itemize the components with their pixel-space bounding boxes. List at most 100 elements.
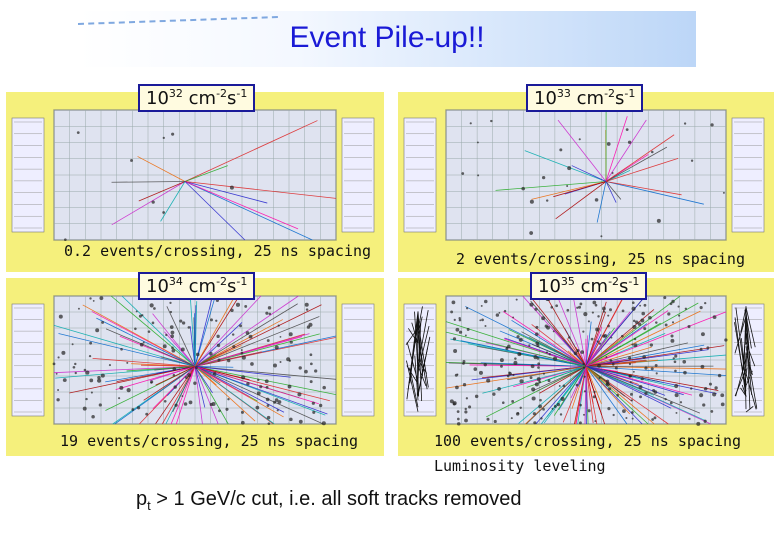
event-hit bbox=[480, 304, 483, 307]
event-hit bbox=[240, 351, 244, 355]
panel-caption-3: 19 events/crossing, 25 ns spacing bbox=[60, 432, 359, 450]
event-hit bbox=[605, 379, 610, 383]
detector-display-1 bbox=[11, 109, 375, 242]
event-track bbox=[194, 366, 285, 413]
event-hit bbox=[700, 332, 705, 337]
event-hit bbox=[672, 357, 675, 360]
lumi-unit-exponent: -2 bbox=[216, 275, 228, 288]
event-hit bbox=[576, 350, 579, 353]
event-hit bbox=[621, 309, 625, 313]
event-hit bbox=[579, 421, 582, 425]
event-hit bbox=[74, 362, 77, 366]
event-hit bbox=[671, 299, 675, 304]
event-hit bbox=[583, 312, 588, 317]
event-hit bbox=[518, 337, 523, 342]
event-hit bbox=[318, 403, 323, 408]
event-track bbox=[532, 366, 587, 392]
event-hit bbox=[216, 334, 220, 339]
event-hit bbox=[235, 302, 241, 307]
event-hit bbox=[153, 307, 156, 310]
event-track bbox=[585, 366, 727, 370]
event-track bbox=[194, 366, 291, 378]
event-hit bbox=[98, 403, 102, 407]
event-hit bbox=[608, 387, 612, 391]
event-track bbox=[546, 297, 587, 367]
event-hit bbox=[545, 351, 549, 354]
event-hit bbox=[298, 419, 303, 424]
event-hit bbox=[456, 373, 459, 376]
event-hit bbox=[675, 411, 678, 414]
event-track bbox=[585, 366, 727, 376]
event-hit bbox=[605, 356, 608, 359]
event-hit bbox=[89, 378, 94, 383]
event-hit bbox=[699, 393, 704, 398]
event-hit bbox=[553, 356, 558, 361]
event-hit bbox=[648, 316, 652, 320]
event-hit bbox=[702, 403, 706, 407]
event-track bbox=[555, 181, 607, 220]
event-hit bbox=[85, 397, 88, 401]
event-hit bbox=[551, 407, 554, 410]
event-hit bbox=[266, 415, 271, 420]
event-hit bbox=[669, 401, 673, 405]
event-hit bbox=[462, 360, 466, 363]
event-hit bbox=[61, 350, 66, 355]
event-track bbox=[553, 366, 587, 416]
event-track bbox=[605, 181, 622, 200]
event-hit bbox=[548, 353, 551, 356]
event-track bbox=[111, 181, 186, 183]
detector-endcap bbox=[11, 303, 45, 417]
event-hit bbox=[597, 363, 601, 368]
event-hit bbox=[674, 393, 679, 398]
event-hit bbox=[516, 335, 520, 339]
lumi-unit-s: s bbox=[615, 88, 625, 109]
event-hit bbox=[180, 347, 185, 352]
event-track bbox=[194, 366, 219, 425]
event-hit bbox=[667, 312, 671, 316]
event-track bbox=[585, 366, 628, 425]
endcap-deposit bbox=[411, 322, 419, 344]
event-hit bbox=[226, 358, 231, 363]
event-track bbox=[605, 134, 675, 182]
event-track bbox=[194, 366, 206, 408]
event-hit bbox=[587, 409, 591, 413]
event-track bbox=[605, 116, 628, 182]
event-track bbox=[585, 295, 681, 367]
event-hit bbox=[655, 321, 658, 324]
event-track bbox=[194, 366, 213, 394]
event-hit bbox=[717, 373, 722, 378]
panel-caption-4: 100 events/crossing, 25 ns spacing bbox=[434, 432, 742, 450]
event-hit bbox=[573, 351, 578, 356]
event-hit bbox=[130, 159, 133, 162]
event-hit bbox=[606, 142, 611, 146]
event-track bbox=[194, 295, 262, 367]
event-hit bbox=[170, 334, 174, 339]
event-hit bbox=[653, 416, 657, 420]
event-hit bbox=[52, 362, 56, 366]
event-hit bbox=[530, 364, 535, 369]
event-hit bbox=[209, 318, 213, 322]
event-hit bbox=[250, 362, 254, 366]
event-hit bbox=[594, 198, 599, 202]
event-hit bbox=[218, 409, 221, 413]
event-track bbox=[531, 344, 587, 367]
footer-note: pt > 1 GeV/c cut, i.e. all soft tracks r… bbox=[136, 488, 521, 513]
event-hit bbox=[279, 360, 282, 363]
event-hit bbox=[519, 406, 522, 409]
event-hit bbox=[108, 364, 111, 367]
event-hit bbox=[118, 397, 121, 400]
event-hit bbox=[187, 373, 192, 378]
event-hit bbox=[607, 407, 611, 411]
event-hit bbox=[89, 297, 92, 300]
event-hit bbox=[533, 421, 537, 425]
event-hit bbox=[515, 298, 518, 301]
event-track bbox=[69, 366, 196, 394]
endcap-deposit bbox=[735, 307, 747, 383]
event-hit bbox=[607, 314, 610, 317]
event-hit bbox=[508, 372, 512, 376]
event-track bbox=[184, 120, 318, 182]
event-track bbox=[495, 181, 607, 191]
event-hit bbox=[555, 304, 559, 308]
event-hit bbox=[195, 366, 198, 369]
event-hit bbox=[181, 321, 186, 325]
